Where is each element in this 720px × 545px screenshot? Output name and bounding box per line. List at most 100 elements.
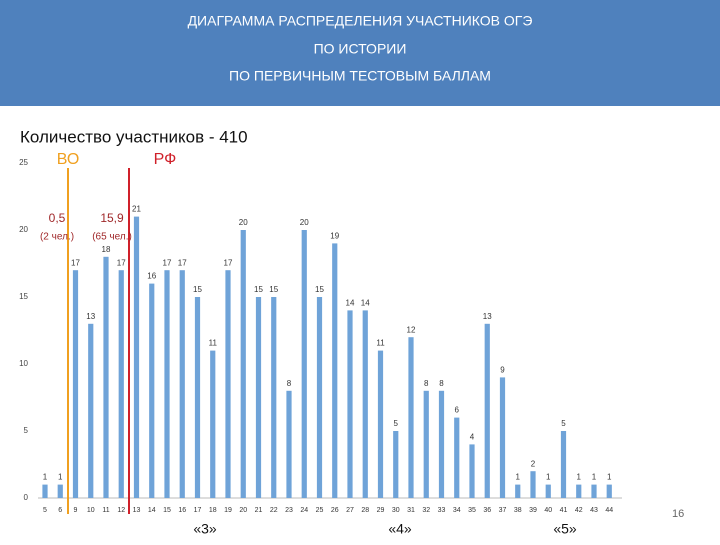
value-label: 15 [315,285,324,294]
value-label: 20 [239,218,248,227]
bar [469,444,475,498]
x-tick-label: 27 [346,507,354,514]
bar [362,310,368,498]
x-tick-label: 14 [148,507,156,514]
value-label: 1 [43,473,48,482]
x-tick-label: 10 [87,507,95,514]
bar [118,270,124,498]
bar [271,297,277,498]
reference-name: ВО [57,151,80,168]
x-tick-label: 29 [377,507,385,514]
x-tick-label: 17 [194,507,202,514]
value-label: 13 [483,312,492,321]
value-label: 19 [330,232,339,241]
value-label: 1 [58,473,63,482]
bar [454,417,460,498]
x-tick-label: 28 [361,507,369,514]
bar [576,484,582,498]
bar [393,431,399,498]
value-label: 5 [394,419,399,428]
x-tick-label: 38 [514,507,522,514]
value-label: 6 [455,406,460,415]
bar [57,484,63,498]
bar [149,283,155,498]
x-tick-label: 26 [331,507,339,514]
y-tick-label: 25 [19,158,28,167]
x-tick-label: 6 [58,507,62,514]
bar [255,297,262,498]
x-tick-label: 16 [178,507,186,514]
value-label: 17 [224,258,233,267]
value-label: 4 [470,433,475,442]
bar [423,390,429,498]
x-tick-label: 41 [560,507,568,514]
bar [179,270,185,498]
value-label: 14 [361,299,370,308]
value-label: 1 [516,473,521,482]
value-label: 14 [346,299,355,308]
bar [332,243,338,498]
reference-name: РФ [154,151,177,168]
y-tick-label: 0 [24,493,29,502]
bar [545,484,551,498]
bar [42,484,48,498]
x-tick-label: 23 [285,507,293,514]
y-tick-label: 10 [19,359,28,368]
y-tick-label: 20 [19,225,28,234]
value-label: 1 [592,473,597,482]
bar [240,230,246,498]
x-tick-label: 39 [529,507,537,514]
bar [164,270,170,498]
value-label: 17 [163,258,172,267]
grade-label: «3» [193,521,217,537]
x-tick-label: 5 [43,507,47,514]
bar [225,270,231,498]
value-label: 2 [531,459,536,468]
x-tick-label: 44 [605,507,613,514]
x-tick-label: 32 [422,507,430,514]
bar [591,484,597,498]
value-label: 8 [439,379,444,388]
x-tick-label: 25 [316,507,324,514]
value-label: 11 [376,339,385,348]
bar [210,350,216,498]
value-label: 21 [132,205,141,214]
value-label: 5 [561,419,566,428]
title-line: ПО ИСТОРИИ [314,41,407,57]
value-label: 1 [607,473,612,482]
bar [606,484,612,498]
y-tick-label: 5 [24,426,29,435]
value-label: 17 [178,258,187,267]
value-label: 17 [71,258,80,267]
value-label: 16 [147,272,156,281]
x-tick-label: 19 [224,507,232,514]
bar [438,390,445,498]
bar [88,323,94,498]
bar [72,270,79,498]
value-label: 1 [546,473,551,482]
subtitle: Количество участников - 410 [20,127,248,146]
bar [499,377,506,498]
bar [377,350,384,498]
grade-label: «4» [388,521,412,537]
x-tick-label: 30 [392,507,400,514]
value-label: 15 [269,285,278,294]
x-tick-label: 12 [117,507,125,514]
x-tick-label: 22 [270,507,278,514]
page-number: 16 [672,508,684,520]
x-tick-label: 9 [74,507,78,514]
bar [347,310,353,498]
x-tick-label: 20 [239,507,247,514]
x-tick-label: 31 [407,507,415,514]
bar [408,337,414,498]
reference-count: (65 чел.) [92,232,132,243]
x-tick-label: 36 [483,507,491,514]
bar [530,471,536,498]
bar [133,216,140,498]
bar [103,256,109,498]
x-tick-label: 18 [209,507,217,514]
title-line: ПО ПЕРВИЧНЫМ ТЕСТОВЫМ БАЛЛАМ [229,68,491,84]
value-label: 17 [117,258,126,267]
reference-count: (2 чел.) [40,232,74,243]
